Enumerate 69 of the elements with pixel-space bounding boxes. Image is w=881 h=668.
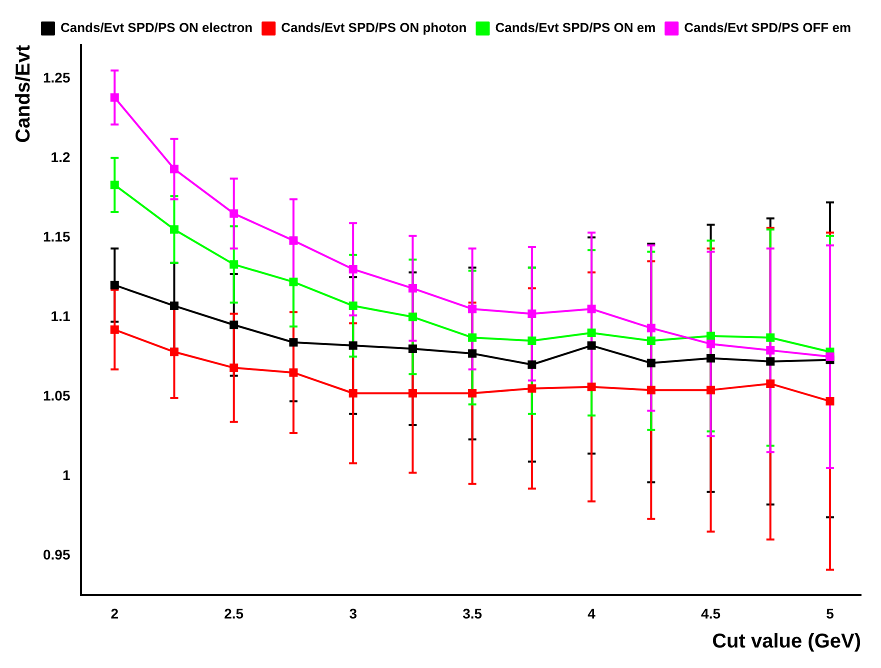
point — [348, 264, 358, 274]
point — [408, 344, 417, 353]
point — [408, 312, 417, 322]
point — [587, 382, 596, 392]
point — [230, 209, 238, 218]
y-tick-label: 1.25 — [43, 69, 70, 86]
x-tick-label: 2 — [110, 605, 119, 622]
point — [289, 236, 298, 245]
point — [646, 386, 656, 394]
point — [826, 396, 834, 406]
point — [706, 386, 716, 394]
point — [826, 352, 834, 361]
point — [766, 379, 775, 388]
point — [468, 349, 477, 358]
y-tick-label: 1.1 — [50, 308, 70, 324]
y-tick-label: 1 — [62, 466, 70, 483]
y-tick-label: 0.95 — [43, 546, 70, 562]
point — [170, 164, 178, 174]
point — [408, 284, 417, 293]
point — [528, 360, 536, 369]
point — [170, 302, 178, 310]
point — [230, 260, 238, 269]
x-tick-label: 5 — [826, 605, 834, 622]
point — [289, 338, 298, 347]
point — [230, 364, 238, 372]
x-tick-label: 2.5 — [224, 605, 244, 622]
point — [110, 93, 119, 102]
point — [289, 278, 298, 286]
point — [706, 340, 716, 348]
point — [348, 341, 358, 350]
point — [528, 384, 536, 393]
point — [170, 225, 178, 234]
point — [766, 357, 775, 366]
legend-label: Cands/Evt SPD/PS ON em — [495, 20, 656, 36]
point — [766, 346, 775, 355]
point — [528, 309, 536, 318]
x-tick-label: 3.5 — [462, 605, 482, 622]
point — [706, 354, 716, 363]
point — [587, 328, 596, 338]
x-tick-label: 4.5 — [701, 605, 721, 622]
x-axis-title: Cut value (GeV) — [712, 630, 861, 653]
point — [587, 304, 596, 314]
point — [408, 389, 417, 398]
point — [289, 368, 298, 377]
point — [110, 280, 119, 290]
y-axis-title: Cands/Evt — [12, 44, 35, 143]
point — [468, 389, 477, 398]
point — [646, 336, 656, 346]
point — [348, 302, 358, 310]
x-tick-label: 4 — [588, 605, 596, 622]
point — [468, 304, 477, 314]
legend-label: Cands/Evt SPD/PS OFF em — [684, 20, 851, 36]
x-tick-label: 3 — [349, 605, 358, 622]
point — [646, 324, 656, 332]
point — [348, 389, 358, 398]
point — [110, 180, 119, 190]
point — [528, 336, 536, 346]
point — [230, 320, 238, 330]
y-tick-label: 1.15 — [43, 228, 70, 244]
point — [646, 358, 656, 368]
point — [468, 333, 477, 342]
point — [766, 333, 775, 342]
point — [110, 325, 119, 334]
legend-label: Cands/Evt SPD/PS ON photon — [281, 20, 467, 36]
point — [587, 341, 596, 350]
legend-label: Cands/Evt SPD/PS ON electron — [60, 20, 253, 36]
y-tick-label: 1.2 — [50, 148, 70, 165]
y-tick-label: 1.05 — [43, 387, 70, 404]
point — [170, 348, 178, 356]
